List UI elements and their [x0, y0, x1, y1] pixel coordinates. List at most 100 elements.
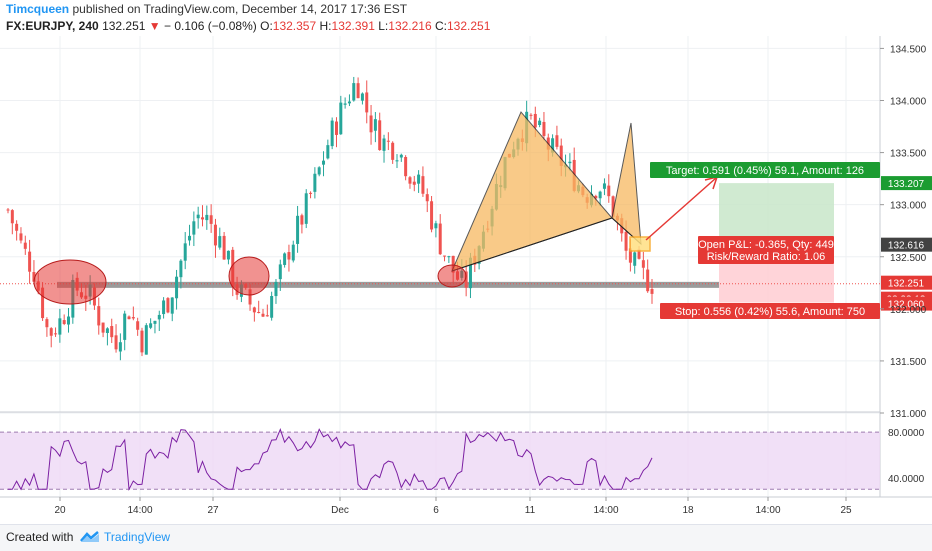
candle-body [646, 269, 650, 292]
candle-body [607, 185, 611, 197]
candle-body [412, 181, 416, 185]
stop-label-text: Stop: 0.556 (0.42%) 55.6, Amount: 750 [675, 306, 865, 318]
candle-body [352, 83, 356, 101]
candle-body [542, 121, 546, 136]
candle-body [153, 320, 157, 324]
low-label: L: [378, 19, 389, 33]
candle-body [157, 314, 161, 320]
candle-body [28, 251, 32, 272]
candle-body [62, 320, 66, 324]
candle-body [408, 177, 412, 184]
candle-body [356, 83, 360, 99]
candle-body [395, 160, 399, 162]
harmonic-pattern [451, 111, 651, 272]
candle-body [226, 250, 230, 260]
candle-body [382, 138, 386, 151]
support-ellipse [228, 256, 270, 296]
candle-body [568, 161, 572, 164]
price-axis[interactable]: 134.500 134.000 133.500 133.000 132.500 132.0… [880, 44, 927, 420]
rsi-band [0, 432, 880, 490]
candle-body [330, 120, 334, 147]
candle-body [218, 236, 222, 248]
candle-body [97, 306, 101, 326]
candle-body [650, 289, 654, 294]
symbol-label[interactable]: FX:EURJPY, 240 [6, 19, 99, 33]
price-tag-text-target: 133.207 [888, 179, 925, 190]
candle-body [58, 318, 62, 335]
x-tick-label: 27 [207, 505, 219, 516]
candle-body [45, 319, 49, 328]
candle-body [278, 264, 282, 280]
y-tick-label: 132.500 [890, 253, 927, 264]
tradingview-brand-link[interactable]: TradingView [104, 530, 171, 544]
candle-body [41, 287, 45, 319]
high-value: 132.391 [331, 19, 375, 33]
candle-body [300, 215, 304, 225]
candle-body [179, 260, 183, 278]
author-link[interactable]: Timcqueen [6, 2, 70, 16]
tradingview-logo-icon [80, 531, 99, 542]
change-value: − 0.106 (−0.08%) [164, 19, 257, 33]
price-tag-text-last: 132.251 [888, 279, 925, 290]
candle-body [421, 176, 425, 194]
candle-body [399, 154, 403, 158]
y-tick-label: 133.000 [890, 201, 927, 212]
candle-body [261, 313, 265, 317]
candle-body [166, 298, 170, 313]
support-ellipse [33, 259, 107, 305]
candle-body [304, 193, 308, 224]
pattern-triangle-bcd [611, 122, 642, 246]
candle-body [54, 333, 58, 335]
candle-body [183, 243, 187, 261]
candle-body [602, 183, 606, 189]
trade-arrow [645, 175, 719, 241]
candle-body [291, 244, 295, 261]
candle-body [447, 256, 451, 258]
down-arrow-icon: ▼ [148, 19, 161, 33]
candle-body [378, 120, 382, 151]
candle-body [464, 271, 468, 288]
target-zone-rect [719, 183, 834, 245]
candle-body [313, 173, 317, 192]
candle-body [533, 113, 537, 128]
pnl-label-text: Risk/Reward Ratio: 1.06 [707, 251, 826, 263]
candle-body [114, 335, 118, 350]
x-tick-label: 11 [525, 505, 536, 516]
target-label-text: Target: 0.591 (0.45%) 59.1, Amount: 126 [666, 165, 864, 177]
chart-canvas: Target: 0.591 (0.45%) 59.1, Amount: 126 O… [0, 36, 932, 516]
pattern-triangle-xab [451, 111, 613, 272]
trade-labels: Target: 0.591 (0.45%) 59.1, Amount: 126 O… [650, 162, 932, 319]
candle-body [641, 260, 645, 268]
candle-body [67, 316, 71, 325]
candle-body [49, 328, 53, 336]
candle-body [149, 323, 153, 328]
candle-body [252, 307, 256, 313]
price-tag-text-entry: 132.616 [888, 241, 925, 252]
candle-body [373, 119, 377, 131]
x-tick-label: 25 [840, 505, 852, 516]
price-tag-text-stop: 132.060 [888, 300, 925, 311]
rsi-tick-label: 80.0000 [888, 428, 925, 439]
candle-body [15, 223, 19, 231]
candle-body [317, 167, 321, 175]
open-value: 132.357 [272, 19, 317, 33]
price-tag-stop [881, 296, 932, 311]
candle-body [598, 191, 602, 199]
price-tag-entry [881, 237, 932, 252]
candle-body [270, 296, 274, 318]
candle-body [468, 257, 472, 289]
x-tick-label: Dec [331, 505, 349, 516]
x-tick-label: 18 [682, 505, 694, 516]
candle-body [404, 156, 408, 177]
candle-body [140, 330, 144, 353]
candle-body [19, 233, 23, 241]
candle-body [369, 115, 373, 133]
candle-body [322, 160, 326, 165]
close-value: 132.251 [447, 19, 491, 33]
candle-body [434, 223, 438, 229]
candle-body [136, 321, 140, 330]
candle-body [6, 209, 10, 211]
rsi-pane: 80.0000 40.0000 [0, 427, 925, 492]
entry-marker [629, 236, 651, 252]
time-axis[interactable]: 20 14:00 27 Dec 6 11 14:00 18 14:00 25 [54, 497, 852, 516]
